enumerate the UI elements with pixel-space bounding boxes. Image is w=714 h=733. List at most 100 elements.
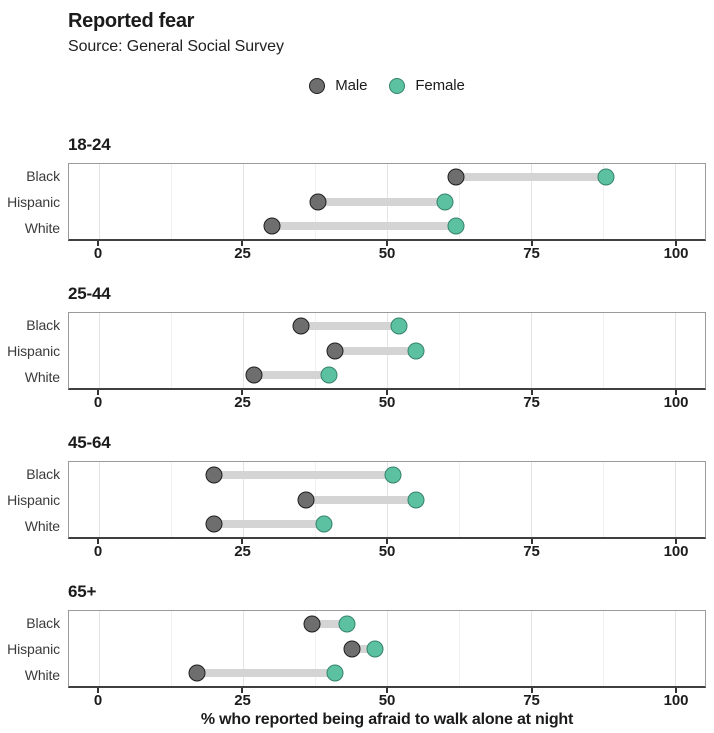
male-dot — [188, 664, 206, 682]
x-tick-label: 75 — [523, 394, 540, 411]
x-tick-mark — [530, 390, 533, 395]
x-tick-mark — [96, 539, 99, 544]
major-gridline — [98, 313, 100, 388]
row-label-Hispanic: Hispanic — [7, 492, 60, 508]
x-tick-mark — [675, 539, 677, 544]
minor-gridline — [314, 611, 316, 686]
x-tick-mark — [675, 241, 677, 246]
x-axis: 0 25 50 75 100 — [0, 539, 706, 561]
y-axis-labels: Black Hispanic White — [0, 312, 68, 390]
major-gridline — [675, 611, 677, 686]
male-dot — [297, 491, 315, 508]
female-dot-icon — [389, 77, 406, 94]
x-tick-mark — [241, 390, 244, 395]
x-tick-mark — [386, 390, 388, 395]
female-dot — [326, 664, 344, 682]
x-tick-mark — [530, 241, 533, 246]
x-tick-label: 0 — [93, 543, 103, 560]
dumbbell-bar — [254, 371, 330, 380]
male-dot — [326, 342, 344, 359]
panel-body: Black Hispanic White — [0, 312, 706, 390]
major-gridline — [98, 462, 100, 537]
minor-gridline — [170, 462, 172, 537]
x-tick-mark — [530, 539, 533, 544]
major-gridline — [531, 462, 533, 537]
male-dot — [309, 193, 327, 210]
x-tick-label: 0 — [93, 692, 103, 709]
minor-gridline — [603, 313, 605, 388]
dumbbell-bar — [312, 619, 347, 628]
row-label-White: White — [24, 666, 60, 683]
x-axis-spacer — [0, 688, 68, 710]
row-label-Black: Black — [26, 317, 60, 334]
x-tick-label: 25 — [234, 394, 251, 411]
row-label-Hispanic: Hispanic — [7, 641, 60, 657]
y-axis-labels: Black Hispanic White — [0, 163, 68, 241]
x-tick-mark — [96, 688, 99, 693]
legend-label-male: Male — [335, 77, 368, 94]
legend: Male Female — [68, 77, 706, 94]
dumbbell-bar — [214, 470, 393, 479]
panel-body: Black Hispanic White — [0, 610, 706, 688]
panels-container: 18-24 Black Hispanic White 0 25 50 75 100 25-44 Bl… — [0, 136, 714, 710]
x-tick-label: 100 — [663, 692, 689, 709]
panel-age-group-title: 25-44 — [68, 284, 111, 303]
dumbbell-bar — [271, 222, 457, 231]
panel-age-group-title: 45-64 — [68, 433, 111, 452]
chart-header: Reported fear Source: General Social Sur… — [0, 0, 714, 56]
minor-gridline — [603, 611, 605, 686]
male-dot — [263, 217, 281, 235]
panel-18-24: 18-24 Black Hispanic White 0 25 50 75 100 — [0, 136, 714, 263]
major-gridline — [675, 462, 677, 537]
x-axis-spacer — [0, 539, 68, 561]
x-tick-mark — [386, 539, 388, 544]
x-tick-label: 25 — [234, 692, 251, 709]
major-gridline — [387, 611, 388, 686]
x-tick-label: 75 — [523, 245, 540, 262]
major-gridline — [98, 164, 100, 239]
x-tick-label: 50 — [378, 394, 396, 411]
row-label-Hispanic: Hispanic — [7, 343, 60, 359]
dumbbell-bar — [214, 520, 324, 529]
row-label-White: White — [24, 517, 60, 534]
x-tick-mark — [675, 390, 677, 395]
major-gridline — [242, 462, 244, 537]
minor-gridline — [603, 462, 605, 537]
major-gridline — [531, 611, 533, 686]
row-label-Black: Black — [26, 615, 60, 632]
panel-25-44: 25-44 Black Hispanic White 0 25 50 75 100 — [0, 285, 714, 412]
x-axis: 0 25 50 75 100 — [0, 390, 706, 412]
panel-65+: 65+ Black Hispanic White 0 25 50 75 100 — [0, 583, 714, 710]
x-axis-area: 0 25 50 75 100 — [68, 539, 706, 561]
x-tick-mark — [241, 688, 244, 693]
male-dot — [343, 640, 361, 657]
panel-body: Black Hispanic White — [0, 163, 706, 241]
female-dot — [447, 217, 465, 235]
legend-item-male: Male — [309, 77, 367, 94]
minor-gridline — [603, 164, 605, 239]
female-dot — [338, 615, 356, 633]
major-gridline — [242, 611, 244, 686]
x-tick-mark — [675, 688, 677, 693]
panel-body: Black Hispanic White — [0, 461, 706, 539]
legend-label-female: Female — [415, 77, 465, 94]
dumbbell-bar — [352, 644, 376, 653]
plot-area — [68, 163, 706, 241]
female-dot — [320, 366, 338, 384]
x-axis-area: 0 25 50 75 100 — [68, 241, 706, 263]
minor-gridline — [459, 164, 461, 239]
plot-area — [68, 461, 706, 539]
x-tick-label: 100 — [663, 543, 689, 560]
x-axis-area: 0 25 50 75 100 — [68, 390, 706, 412]
female-dot — [390, 317, 408, 335]
x-axis: 0 25 50 75 100 — [0, 688, 706, 710]
plot-area — [68, 610, 706, 688]
x-axis-area: 0 25 50 75 100 — [68, 688, 706, 710]
row-label-White: White — [24, 368, 60, 385]
male-dot-icon — [309, 77, 326, 94]
y-axis-labels: Black Hispanic White — [0, 610, 68, 688]
major-gridline — [531, 164, 533, 239]
x-tick-label: 25 — [234, 245, 251, 262]
female-dot — [407, 342, 425, 359]
major-gridline — [98, 611, 100, 686]
